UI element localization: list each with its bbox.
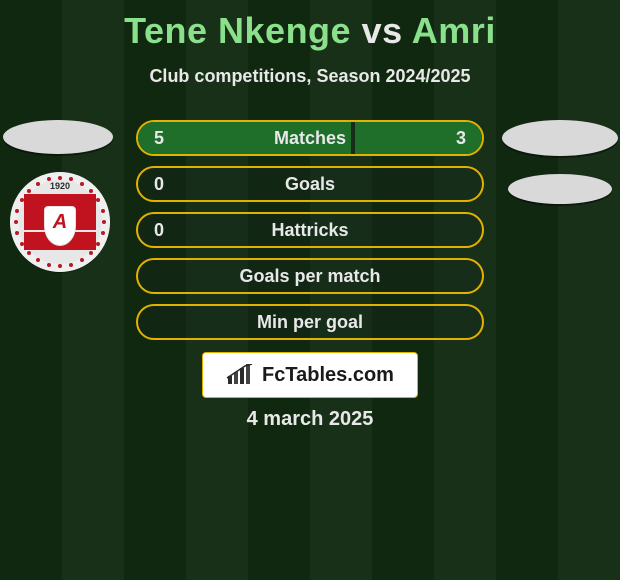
title-player2: Amri: [412, 10, 496, 51]
page-title: Tene Nkenge vs Amri: [0, 0, 620, 52]
stat-row: Goals per match: [120, 258, 500, 294]
stat-label: Min per goal: [120, 304, 500, 340]
player1-placeholder-oval: [3, 120, 113, 154]
stat-label: Hattricks: [120, 212, 500, 248]
stat-row: 0Goals: [120, 166, 500, 202]
branding-text: FcTables.com: [262, 364, 394, 387]
right-column: [500, 120, 620, 222]
player2-placeholder-oval-top: [502, 120, 618, 156]
player2-placeholder-oval-bottom: [508, 174, 612, 204]
stat-label: Matches: [120, 120, 500, 156]
title-vs: vs: [351, 10, 412, 51]
stat-label: Goals: [120, 166, 500, 202]
stat-row: 53Matches: [120, 120, 500, 156]
badge-glyph: A: [46, 208, 74, 236]
stat-row: Min per goal: [120, 304, 500, 340]
stats-bars: 53Matches 0Goals 0Hattricks Goals per match…: [120, 120, 500, 350]
bar-chart-icon: [226, 364, 254, 386]
left-column: 1920 A: [0, 120, 120, 272]
subtitle: Club competitions, Season 2024/2025: [0, 66, 620, 87]
title-player1: Tene Nkenge: [124, 10, 351, 51]
branding-box: FcTables.com: [202, 352, 418, 398]
stat-row: 0Hattricks: [120, 212, 500, 248]
club-badge: 1920 A: [10, 172, 110, 272]
date-text: 4 march 2025: [0, 408, 620, 431]
stat-label: Goals per match: [120, 258, 500, 294]
